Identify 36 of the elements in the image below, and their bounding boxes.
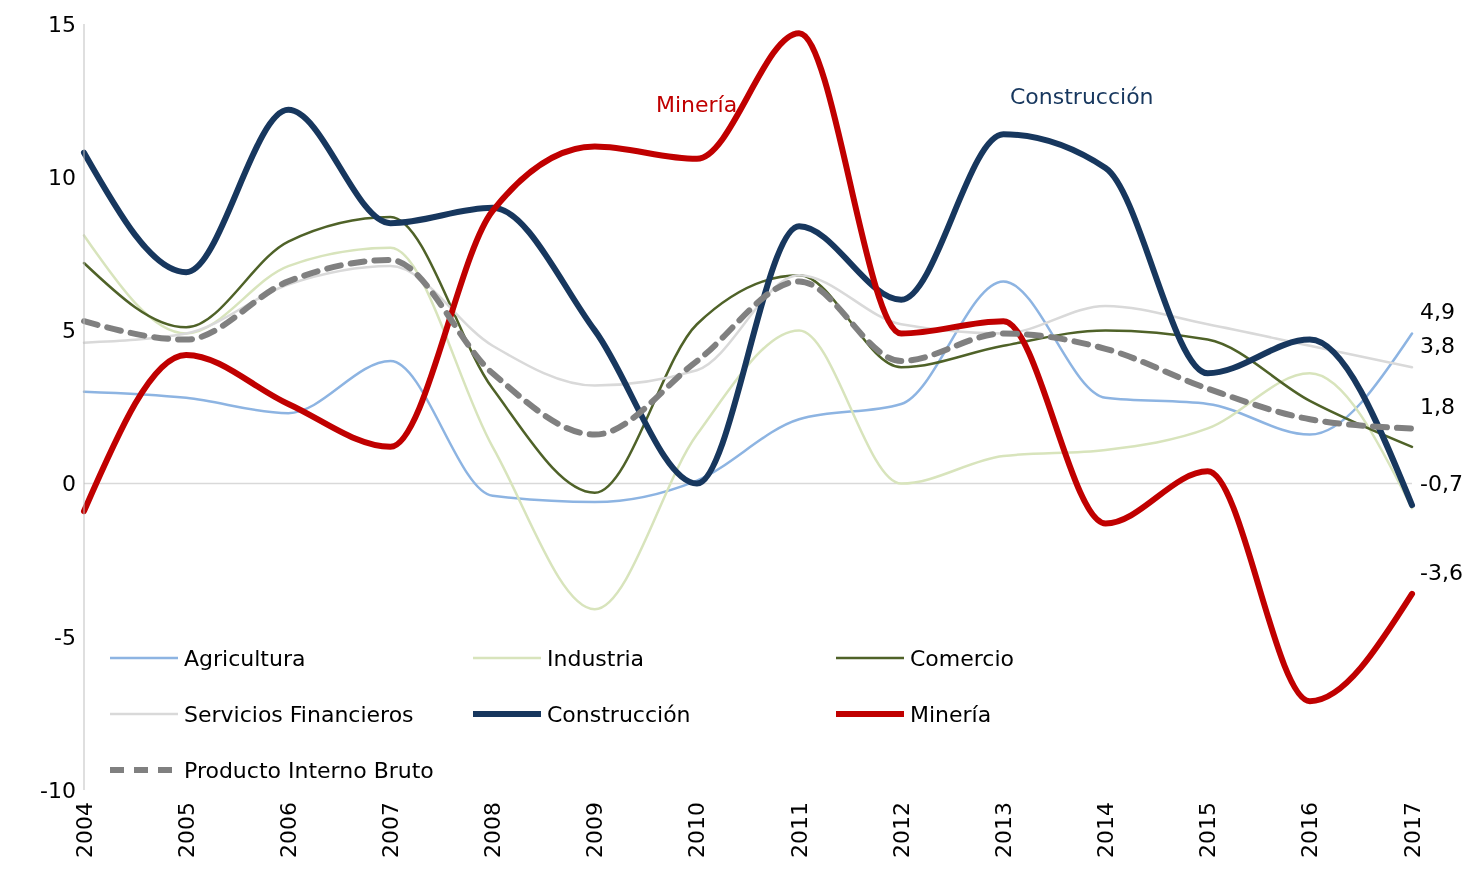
legend-label: Minería (910, 701, 992, 727)
x-tick-label: 2012 (888, 802, 914, 858)
data-label: 1,8 (1420, 394, 1455, 420)
y-tick-label: -5 (54, 624, 76, 650)
y-tick-label: 15 (48, 11, 76, 37)
y-tick-label: 10 (48, 165, 76, 191)
x-tick-label: 2011 (786, 802, 812, 858)
x-tick-label: 2013 (990, 802, 1016, 858)
series-name-note: Construcción (1010, 84, 1154, 109)
legend-label: Agricultura (184, 645, 306, 671)
data-label: -3,6 (1420, 559, 1463, 585)
legend-label: Construcción (547, 701, 691, 727)
legend-label: Comercio (910, 645, 1015, 671)
y-tick-label: 0 (62, 471, 76, 497)
line-series (82, 280, 1414, 504)
x-tick-label: 2007 (377, 802, 403, 858)
x-tick-label: 2008 (480, 802, 506, 858)
y-tick-label: -10 (40, 777, 76, 803)
x-tick-label: 2009 (582, 802, 608, 858)
x-tick-label: 2015 (1195, 802, 1221, 858)
legend-label: Servicios Financieros (184, 701, 414, 727)
data-label: 3,8 (1420, 333, 1455, 359)
x-tick-label: 2017 (1399, 802, 1425, 858)
series-name-note: Minería (656, 92, 738, 117)
legend-label: Producto Interno Bruto (184, 757, 434, 783)
line-series (82, 234, 1414, 611)
y-tick-label: 5 (62, 318, 76, 344)
x-tick-label: 2006 (275, 802, 301, 858)
legend-label: Industria (547, 645, 645, 671)
data-label: 4,9 (1420, 299, 1455, 325)
data-label: -0,7 (1420, 471, 1463, 497)
x-tick-label: 2005 (173, 802, 199, 858)
x-tick-label: 2004 (71, 802, 97, 858)
x-tick-label: 2014 (1093, 802, 1119, 858)
x-tick-label: 2016 (1297, 802, 1323, 858)
x-tick-label: 2010 (684, 802, 710, 858)
